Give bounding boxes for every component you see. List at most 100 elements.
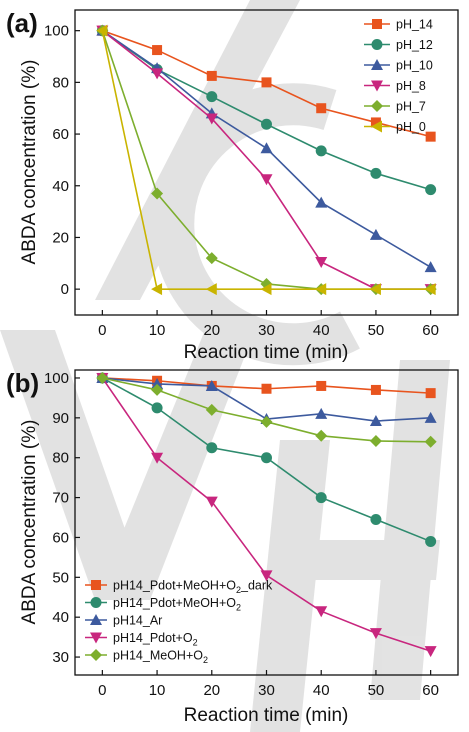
series-0-point [425, 131, 436, 142]
legend-marker [371, 39, 383, 50]
watermark-slash-upper [95, 0, 300, 300]
series-2-point [424, 411, 437, 423]
x-tick-label: 20 [203, 682, 220, 699]
series-5-point [205, 283, 217, 296]
series-3-point [315, 606, 328, 618]
y-tick-label: 60 [52, 529, 69, 546]
legend-marker [372, 19, 382, 29]
panel-b-line-chart: (b) 0 10 20 30 40 50 60 30 40 50 60 70 80 90 100 React… [6, 368, 459, 726]
legend-label: pH_0 [396, 120, 426, 134]
series-4-point [151, 187, 164, 200]
series-4-point [151, 383, 164, 396]
legend-item-0: pH_14 [364, 18, 433, 32]
series-4-point [205, 252, 218, 265]
series-0-point [206, 70, 217, 81]
legend-label: pH_12 [396, 38, 433, 52]
series-1-point [315, 145, 327, 157]
y-tick-label: 90 [52, 410, 69, 427]
legend-marker [371, 120, 382, 133]
panel-b-y-axis-title: ABDA concentration (%) [19, 420, 40, 625]
x-tick-label: 40 [313, 322, 330, 339]
panel-a-line-chart: (a) 0 10 20 30 40 50 60 0 20 40 60 80 100 Reaction t… [6, 8, 459, 363]
y-tick-label: 80 [52, 74, 69, 91]
series-1-point [151, 402, 163, 414]
y-tick-label: 40 [52, 609, 69, 626]
series-4-point [369, 434, 382, 447]
series-3 [96, 372, 437, 658]
legend-label: pH14_Pdot+O2 [113, 631, 198, 648]
series-0-point [261, 77, 272, 88]
legend-label: pH_8 [396, 79, 426, 93]
panel-b-series-group [96, 371, 437, 658]
legend-item-0: pH14_Pdot+MeOH+O2_dark [85, 579, 273, 596]
panel-a-series-group [96, 24, 437, 296]
panel-b-tick-labels: 0 10 20 30 40 50 60 30 40 50 60 70 80 90 100 [44, 370, 439, 699]
legend-marker [90, 649, 102, 661]
legend-marker [371, 100, 383, 112]
panel-b-plot-area [74, 369, 459, 676]
y-tick-label: 40 [52, 178, 69, 195]
panel-a-y-axis-title: ABDA concentration (%) [19, 60, 40, 265]
series-3-point [205, 496, 218, 508]
series-1-point [370, 514, 382, 526]
y-tick-label: 100 [44, 23, 69, 40]
y-tick-label: 70 [52, 490, 69, 507]
series-0-point [316, 103, 327, 114]
panel-a-x-axis-title: Reaction time (min) [184, 342, 349, 363]
series-3-point [151, 68, 164, 80]
legend-item-2: pH_10 [364, 59, 433, 73]
legend-marker [90, 632, 102, 644]
legend-item-1: pH14_Pdot+MeOH+O2 [85, 596, 241, 613]
legend-label: pH_10 [396, 59, 433, 73]
y-tick-label: 100 [44, 370, 69, 387]
series-4-point [260, 415, 273, 428]
series-1-point [261, 118, 272, 130]
x-tick-label: 60 [422, 322, 439, 339]
watermark-h-bar [266, 540, 440, 580]
panel-a-legend: pH_14 pH_12 pH_10 pH_8 pH_7 pH_0 [364, 18, 433, 134]
panel-a-plot-area [74, 9, 459, 316]
legend-item-5: pH_0 [364, 120, 426, 134]
legend-label: pH14_MeOH+O2 [113, 649, 208, 666]
series-5-point [369, 283, 381, 296]
legend-marker [90, 597, 102, 608]
series-1-point [206, 442, 218, 454]
x-tick-label: 30 [258, 322, 275, 339]
panel-a-tick-labels: 0 10 20 30 40 50 60 0 20 40 60 80 100 [44, 23, 439, 339]
x-tick-label: 0 [98, 322, 106, 339]
series-2-point [315, 196, 328, 208]
legend-item-4: pH14_MeOH+O2 [85, 649, 208, 666]
y-tick-label: 50 [52, 569, 69, 586]
legend-marker [91, 580, 101, 590]
x-tick-label: 30 [258, 682, 275, 699]
series-2-point [369, 415, 382, 427]
series-3-point [424, 646, 437, 658]
panel-b-legend: pH14_Pdot+MeOH+O2_darkpH14_Pdot+MeOH+O2p… [85, 579, 273, 666]
y-tick-label: 30 [52, 649, 69, 666]
series-3-point [205, 113, 218, 125]
watermark-v-stroke-right [95, 330, 255, 600]
legend-label: pH14_Ar [113, 614, 162, 628]
series-2-point [260, 142, 273, 154]
series-2-point [315, 407, 328, 419]
series-2-point [424, 261, 437, 273]
legend-label: pH_7 [396, 100, 426, 114]
series-2-point [369, 228, 382, 240]
series-3-point [315, 257, 328, 269]
legend-label: pH_14 [396, 18, 433, 32]
x-tick-label: 50 [368, 322, 385, 339]
series-1-point [425, 184, 437, 196]
series-5-point [96, 24, 108, 37]
y-tick-label: 80 [52, 450, 69, 467]
series-5-point [424, 283, 436, 296]
y-tick-label: 60 [52, 126, 69, 143]
series-3-point [260, 570, 273, 582]
legend-item-4: pH_7 [364, 100, 426, 114]
series-0 [97, 372, 436, 399]
x-tick-label: 40 [313, 682, 330, 699]
x-tick-label: 10 [149, 682, 166, 699]
legend-item-1: pH_12 [364, 38, 433, 52]
x-tick-label: 10 [149, 322, 166, 339]
legend-label: pH14_Pdot+MeOH+O2_dark [113, 579, 273, 596]
